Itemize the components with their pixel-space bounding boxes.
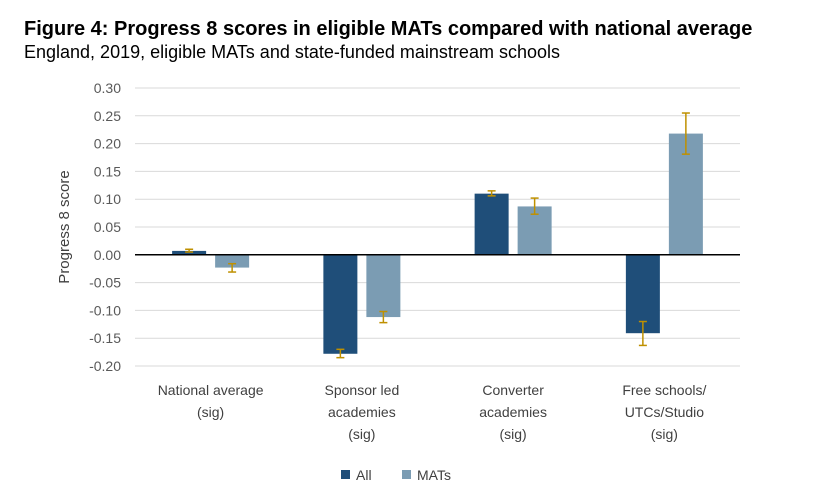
- x-category-label: (sig): [651, 426, 678, 442]
- y-tick-label: 0.15: [94, 163, 121, 179]
- chart-subtitle: England, 2019, eligible MATs and state-f…: [24, 42, 560, 62]
- legend-label-all: All: [356, 467, 372, 483]
- y-axis-label: Progress 8 score: [56, 170, 73, 283]
- bar-all: [474, 193, 509, 255]
- x-category-label: academies: [479, 404, 547, 420]
- x-category-label: (sig): [348, 426, 375, 442]
- x-category-label: Sponsor led: [325, 382, 400, 398]
- x-category-label: academies: [328, 404, 396, 420]
- y-tick-label: 0.00: [94, 247, 121, 263]
- y-tick-label: -0.15: [89, 330, 121, 346]
- x-category-label: National average: [158, 382, 264, 398]
- y-tick-label: 0.05: [94, 219, 121, 235]
- x-category-label: (sig): [197, 404, 224, 420]
- y-tick-label: -0.10: [89, 302, 121, 318]
- x-category-label: Free schools/: [622, 382, 706, 398]
- bar-all: [625, 254, 660, 334]
- y-tick-label: 0.20: [94, 136, 121, 152]
- x-category-label: (sig): [500, 426, 527, 442]
- bar-all: [172, 250, 207, 255]
- bar-mats: [366, 254, 401, 318]
- legend-label-mats: MATs: [417, 467, 451, 483]
- x-category-label: UTCs/Studio: [625, 404, 705, 420]
- chart-title: Figure 4: Progress 8 scores in eligible …: [24, 18, 753, 40]
- x-category-label: Converter: [482, 382, 544, 398]
- legend-swatch-mats: [402, 470, 411, 479]
- bar-mats: [215, 254, 250, 268]
- y-tick-label: 0.10: [94, 191, 121, 207]
- y-tick-label: -0.20: [89, 358, 121, 374]
- legend-swatch-all: [341, 470, 350, 479]
- y-tick-label: 0.25: [94, 108, 121, 124]
- y-tick-label: 0.30: [94, 80, 121, 96]
- bar-all: [323, 254, 358, 354]
- y-tick-label: -0.05: [89, 275, 121, 291]
